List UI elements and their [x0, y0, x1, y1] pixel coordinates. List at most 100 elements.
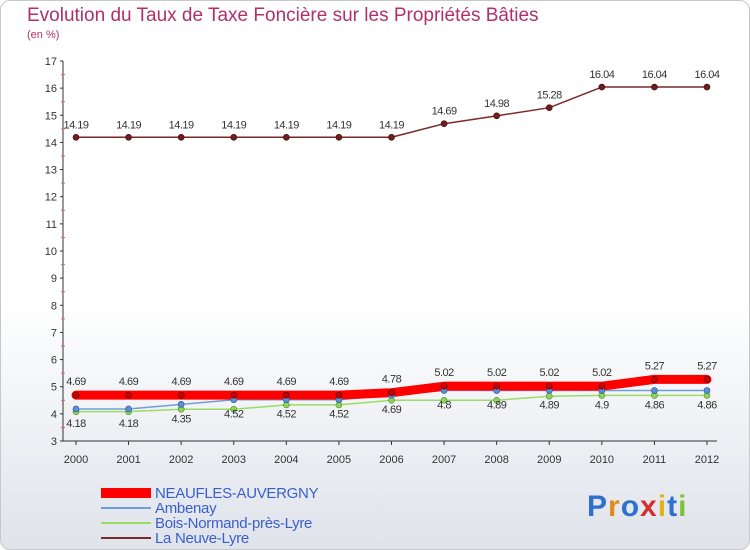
data-label: 4.52	[277, 409, 297, 421]
data-point	[230, 391, 238, 399]
data-label: 5.02	[487, 367, 507, 379]
data-label: 14.19	[326, 119, 351, 131]
legend-label-neaufles: NEAUFLES-AUVERGNY	[155, 484, 319, 502]
data-label: 5.27	[697, 360, 717, 372]
logo-letter: o	[620, 490, 641, 523]
data-point	[545, 104, 553, 111]
data-label: 5.27	[645, 360, 665, 372]
data-point	[440, 120, 448, 127]
data-point	[388, 389, 395, 396]
data-label: 4.69	[171, 376, 191, 388]
data-point	[230, 405, 238, 413]
data-point	[335, 391, 343, 399]
data-point	[703, 387, 711, 394]
data-label: 5.02	[540, 367, 560, 379]
data-label: 14.19	[169, 119, 194, 131]
y-tick-label: 4	[51, 409, 57, 421]
data-point	[72, 133, 80, 141]
logo-letter: t	[667, 490, 679, 523]
data-point	[125, 391, 132, 399]
y-tick-label: 10	[45, 246, 57, 258]
data-label: 14.19	[221, 119, 246, 131]
logo-letter: P	[587, 490, 609, 523]
data-point	[493, 396, 500, 404]
data-point	[598, 83, 606, 91]
data-point	[177, 401, 185, 408]
x-tick-label: 2000	[64, 454, 88, 466]
data-label: 16.04	[589, 69, 614, 81]
legend-label-ambenay: Ambenay	[155, 499, 217, 517]
data-point	[703, 83, 711, 91]
data-point	[283, 133, 290, 141]
data-label: 14.69	[432, 106, 457, 118]
x-tick-label: 2005	[327, 454, 351, 466]
data-label: 4.52	[224, 409, 244, 421]
data-label: 4.86	[645, 400, 665, 412]
data-label: 14.19	[274, 119, 299, 131]
y-tick-label: 7	[51, 327, 57, 339]
data-label: 15.28	[537, 90, 562, 102]
data-point	[177, 391, 185, 399]
data-point	[72, 391, 80, 399]
data-label: 5.02	[592, 367, 612, 379]
legend-item-ambenay: Ambenay	[101, 499, 217, 517]
y-tick-label: 13	[45, 165, 57, 177]
logo-letter: i	[657, 490, 668, 523]
data-point	[598, 382, 606, 390]
data-label: 4.69	[224, 376, 244, 388]
data-point	[125, 133, 132, 141]
data-point	[177, 133, 185, 141]
x-tick-label: 2012	[695, 454, 719, 466]
legend-label-bois-normand: Bois-Normand-près-Lyre	[155, 514, 313, 532]
y-tick-label: 12	[45, 192, 57, 204]
data-label: 16.04	[694, 69, 719, 81]
data-point	[493, 382, 500, 390]
x-tick-label: 2004	[274, 454, 298, 466]
x-tick-label: 2007	[432, 454, 456, 466]
data-label: 4.18	[119, 418, 139, 430]
data-label: 16.04	[642, 69, 667, 81]
y-tick-label: 16	[45, 83, 57, 95]
x-tick-label: 2001	[116, 454, 140, 466]
y-tick-label: 15	[45, 110, 57, 122]
data-label: 4.89	[487, 400, 507, 412]
data-point	[651, 376, 658, 383]
data-point	[230, 133, 238, 141]
data-label: 4.69	[66, 376, 86, 388]
x-tick-label: 2008	[484, 454, 508, 466]
y-tick-label: 3	[51, 436, 57, 448]
logo-letter: r	[608, 490, 621, 523]
data-point	[545, 392, 553, 400]
data-label: 4.35	[171, 413, 191, 425]
proxiti-logo: Proxiti	[587, 490, 687, 524]
data-label: 4.69	[277, 376, 297, 388]
x-tick-label: 2003	[222, 454, 246, 466]
legend-item-neaufles: NEAUFLES-AUVERGNY	[101, 484, 319, 502]
legend-item-bois-normand: Bois-Normand-près-Lyre	[101, 514, 313, 532]
data-label: 4.86	[697, 400, 717, 412]
data-label: 14.19	[379, 119, 404, 131]
data-label: 4.52	[329, 409, 349, 421]
y-tick-label: 5	[51, 382, 57, 394]
data-label: 4.18	[66, 418, 86, 430]
y-tick-label: 11	[46, 219, 57, 231]
data-point	[283, 391, 290, 399]
y-tick-label: 6	[51, 355, 57, 367]
data-label: 5.02	[434, 367, 454, 379]
data-label: 14.98	[484, 98, 509, 110]
x-tick-label: 2009	[537, 454, 561, 466]
logo-letter: x	[640, 490, 658, 523]
logo-letter: i	[678, 490, 688, 523]
data-point	[545, 382, 553, 390]
chart-title: Evolution du Taux de Taxe Foncière sur l…	[27, 5, 539, 26]
data-point	[440, 382, 448, 390]
x-tick-label: 2002	[169, 454, 193, 466]
data-label: 4.78	[382, 374, 402, 386]
data-label: 4.69	[329, 376, 349, 388]
data-point	[125, 405, 132, 413]
x-tick-label: 2011	[643, 454, 667, 466]
x-tick-label: 2006	[379, 454, 403, 466]
legend-label-la-neuve-lyre: La Neuve-Lyre	[155, 529, 249, 547]
